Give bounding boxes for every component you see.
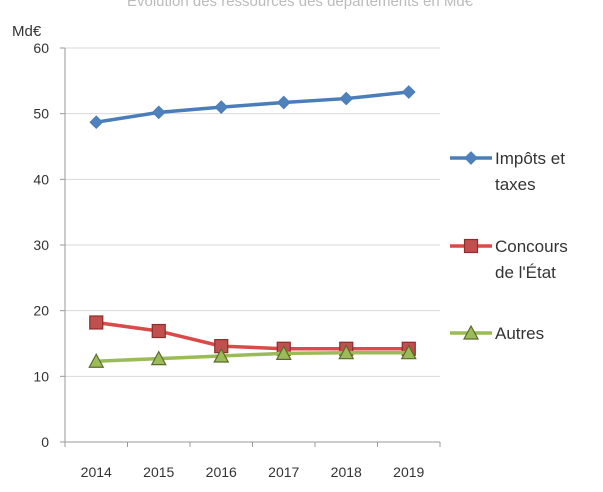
axes xyxy=(60,47,441,447)
series-line xyxy=(96,320,409,351)
legend-label: taxes xyxy=(495,175,536,194)
diamond-marker xyxy=(339,91,354,106)
diamond-marker xyxy=(214,100,229,114)
legend-item: Impôts et taxes xyxy=(450,149,565,194)
x-tick-label: 2019 xyxy=(393,464,424,480)
y-axis-unit-label: Md€ xyxy=(12,23,42,40)
legend-label: Impôts et xyxy=(495,149,565,168)
square-marker xyxy=(151,323,166,339)
x-tick-label: 2016 xyxy=(206,464,237,480)
y-tick-label: 20 xyxy=(33,303,49,319)
diamond-marker xyxy=(89,115,104,130)
triangle-marker xyxy=(150,350,167,366)
y-tick-label: 10 xyxy=(33,368,49,384)
square-marker xyxy=(89,315,104,330)
y-tick-label: 40 xyxy=(33,171,49,187)
y-tick-label: 0 xyxy=(41,434,49,450)
triangle-marker xyxy=(338,344,355,360)
gridlines xyxy=(65,47,440,377)
legend-item: Autres xyxy=(450,324,544,343)
legend-label: Autres xyxy=(495,324,544,343)
diamond-marker xyxy=(151,105,166,120)
series-1 xyxy=(89,315,416,356)
series-group xyxy=(88,85,417,368)
square-marker xyxy=(463,238,479,254)
y-tick-label: 60 xyxy=(33,40,49,56)
triangle-marker xyxy=(275,345,292,360)
x-tick-label: 2014 xyxy=(81,464,112,480)
series-2 xyxy=(88,344,417,368)
legend-label: de l'État xyxy=(495,263,556,282)
triangle-marker xyxy=(88,352,105,368)
diamond-marker xyxy=(464,151,478,165)
x-axis-ticks: 2014 2015 2016 2017 2018 2019 xyxy=(81,464,425,480)
chart-title-cut: Évolution des ressources des département… xyxy=(127,0,474,10)
y-tick-label: 30 xyxy=(33,237,49,253)
series-0 xyxy=(89,85,416,130)
triangle-marker xyxy=(213,347,230,363)
legend-item: Concours de l'État xyxy=(450,237,568,282)
x-tick-label: 2017 xyxy=(268,464,299,480)
legend-label: Concours xyxy=(495,237,568,256)
diamond-marker xyxy=(401,85,416,99)
x-tick-label: 2015 xyxy=(143,464,174,480)
series-line xyxy=(95,90,409,124)
triangle-marker xyxy=(400,344,417,360)
legend: Impôts et taxes Concours de l'État Autres xyxy=(450,149,568,343)
y-tick-label: 50 xyxy=(33,106,49,122)
series-line xyxy=(96,350,409,363)
x-tick-label: 2018 xyxy=(331,464,362,480)
triangle-marker xyxy=(462,324,480,340)
y-axis-ticks: 0 10 20 30 40 50 60 xyxy=(33,40,49,450)
diamond-marker xyxy=(276,95,291,110)
